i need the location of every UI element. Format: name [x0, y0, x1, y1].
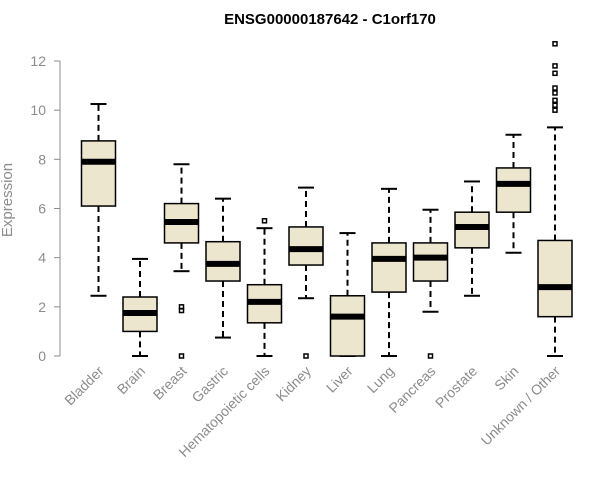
chart-title: ENSG00000187642 - C1orf170	[224, 11, 436, 28]
y-axis-label: Expression	[0, 163, 16, 237]
outlier-point	[178, 353, 185, 359]
x-category-label: Bladder	[61, 363, 107, 409]
box-iqr	[329, 295, 366, 357]
box-iqr	[454, 211, 490, 249]
outlier-point	[552, 63, 558, 69]
outlier-point	[552, 102, 558, 108]
outlier-point	[552, 97, 558, 104]
y-tick-label: 6	[38, 201, 46, 217]
box-iqr	[412, 242, 449, 282]
outlier-point	[552, 90, 558, 96]
y-tick-label: 12	[30, 53, 46, 69]
x-category-label: Brain	[114, 363, 148, 397]
box-iqr	[371, 242, 407, 293]
y-tick-label: 8	[38, 151, 46, 167]
y-tick-label: 0	[38, 348, 46, 364]
x-category-label: Liver	[323, 363, 356, 396]
x-category-label: Prostate	[432, 363, 480, 411]
x-category-label: Lung	[364, 363, 397, 396]
outlier-point	[178, 304, 185, 310]
outlier-point	[552, 70, 558, 77]
box-iqr	[537, 239, 573, 318]
x-category-label: Breast	[150, 363, 190, 403]
box-iqr	[80, 140, 117, 207]
outlier-point	[303, 353, 309, 359]
x-category-label: Skin	[491, 363, 522, 394]
outlier-point	[552, 85, 558, 91]
y-tick-label: 10	[30, 102, 46, 118]
outlier-point	[427, 353, 434, 359]
box-iqr	[495, 167, 532, 213]
outlier-point	[552, 41, 558, 47]
box-iqr	[288, 226, 324, 266]
x-category-label: Unknown / Other	[478, 363, 564, 449]
outlier-point	[552, 107, 558, 113]
outlier-point	[261, 218, 268, 224]
y-tick-label: 2	[38, 299, 46, 315]
y-tick-label: 4	[38, 250, 46, 266]
x-category-label: Kidney	[273, 363, 315, 405]
